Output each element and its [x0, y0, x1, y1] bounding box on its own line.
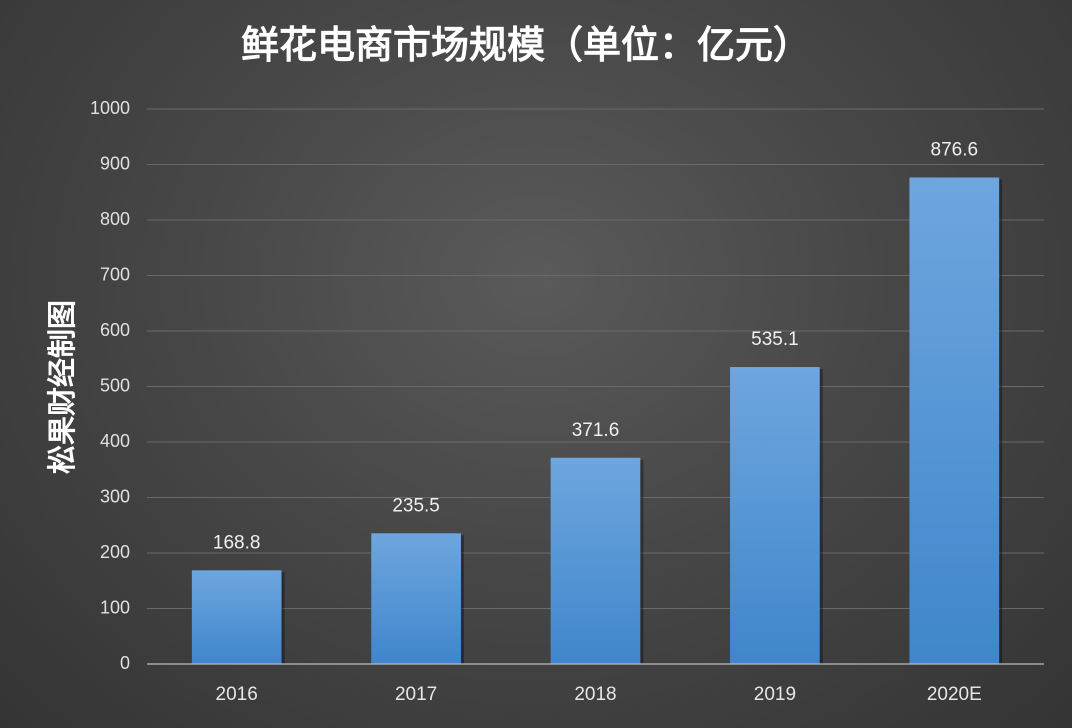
data-label: 371.6	[572, 420, 620, 441]
data-label: 876.6	[931, 139, 979, 160]
chart-title: 鲜花电商市场规模（单位：亿元）	[241, 23, 811, 67]
x-tick-label: 2019	[754, 684, 796, 705]
x-tick-label: 2020E	[927, 684, 982, 705]
data-label: 535.1	[751, 329, 799, 350]
y-tick-label: 1000	[90, 98, 130, 118]
y-tick-label: 600	[100, 320, 130, 340]
x-tick-label: 2016	[216, 684, 258, 705]
y-tick-label: 500	[100, 375, 130, 395]
y-tick-label: 300	[100, 486, 130, 506]
data-label: 168.8	[213, 532, 261, 553]
bars	[191, 177, 1003, 664]
y-axis-label: 松果财经制图	[45, 300, 79, 474]
bar-2016	[191, 570, 282, 664]
x-tick-label: 2018	[574, 684, 616, 705]
data-label: 235.5	[392, 495, 440, 516]
y-tick-label: 400	[100, 431, 130, 451]
data-labels: 168.8 235.5 371.6 535.1 876.6	[213, 139, 978, 553]
gridlines	[147, 108, 1044, 609]
bar-2020E	[909, 177, 1000, 664]
bar-2017	[371, 533, 461, 664]
y-tick-label: 800	[100, 209, 130, 229]
y-tick-label: 900	[100, 153, 130, 173]
y-axis-ticks: 0 100 200 300 400 500 600 700 800 900 1000	[90, 98, 130, 673]
x-axis-ticks: 2016 2017 2018 2019 2020E	[216, 684, 982, 705]
bar-2019	[730, 367, 820, 664]
y-tick-label: 200	[100, 542, 130, 562]
y-tick-label: 700	[100, 264, 130, 284]
y-tick-label: 0	[120, 653, 130, 673]
bar-2018	[550, 457, 641, 664]
y-tick-label: 100	[100, 597, 130, 617]
x-tick-label: 2017	[395, 684, 437, 705]
